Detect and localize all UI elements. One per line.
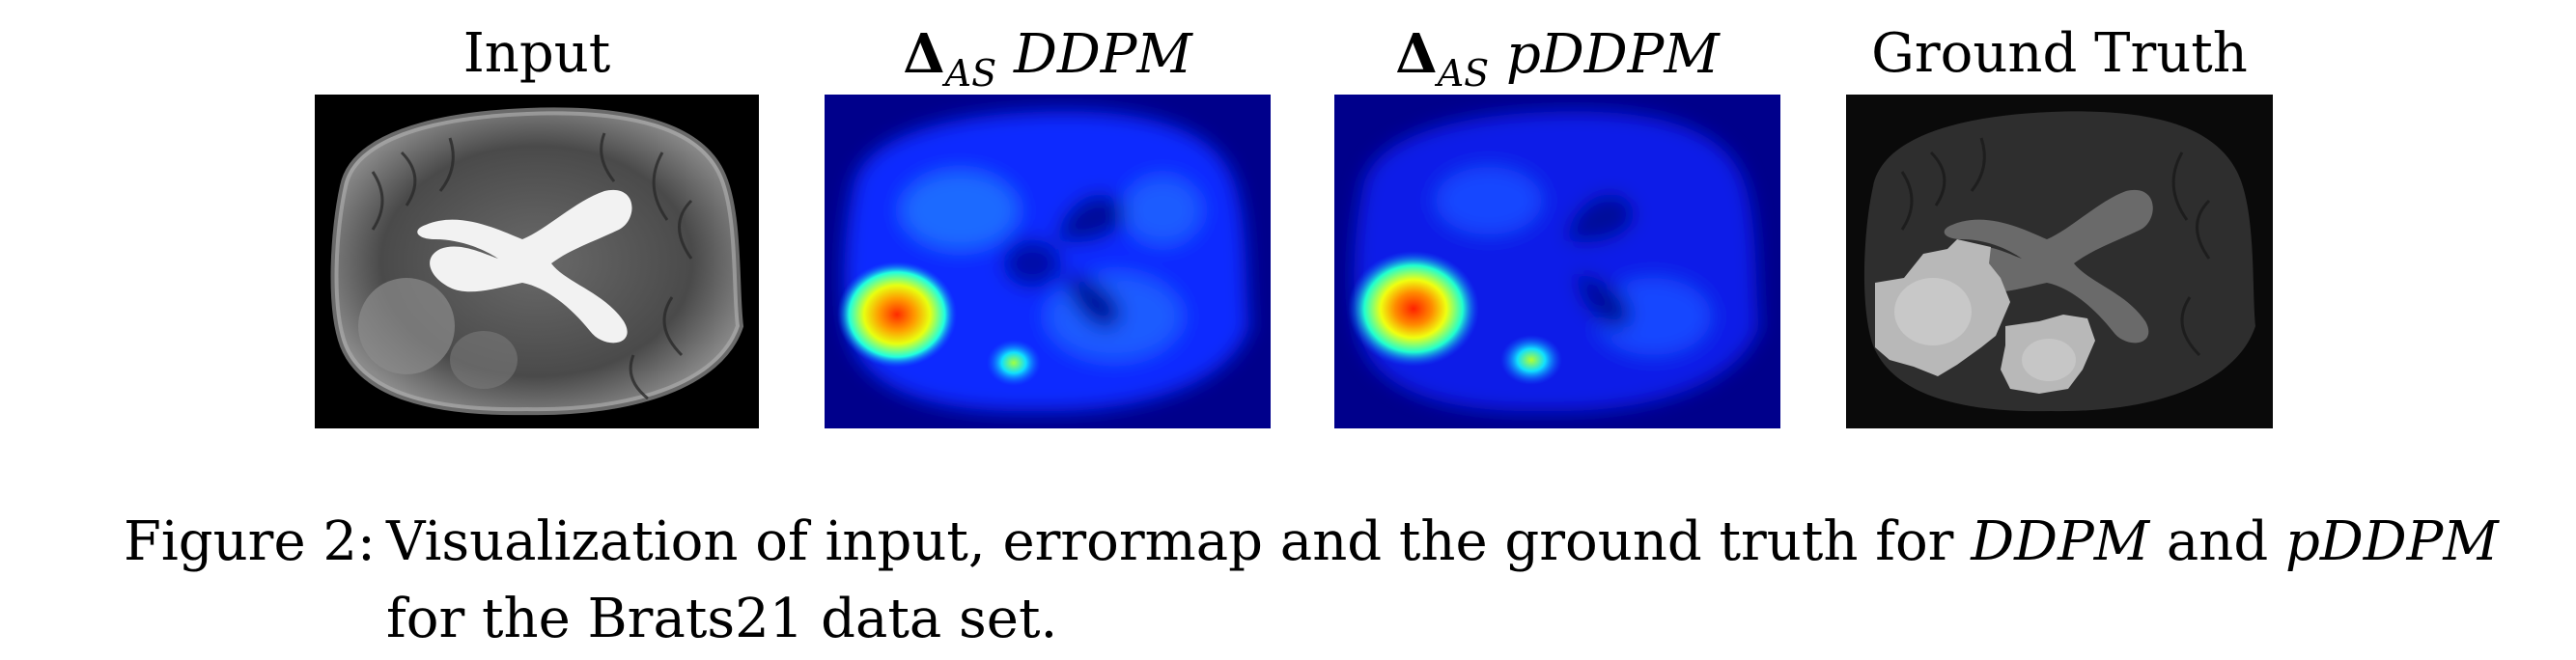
caption-model-ddpm: DDPM bbox=[1971, 510, 2150, 573]
caption-text-part-1: Visualization of input, errormap and the… bbox=[386, 510, 1954, 573]
caption-text: Visualization of input, errormap and the… bbox=[386, 504, 2576, 658]
model-name: pDDPM bbox=[1506, 23, 1720, 86]
errormap-pddpm-image bbox=[1334, 95, 1780, 428]
ground-truth-image bbox=[1846, 95, 2273, 428]
delta-symbol: Δ bbox=[903, 22, 945, 86]
model-name: DDPM bbox=[1013, 23, 1192, 86]
caption-model-pddpm: pDDPM bbox=[2285, 510, 2499, 573]
figure-label: Figure 2: bbox=[124, 510, 376, 573]
caption-text-part-2: and bbox=[2166, 510, 2269, 573]
panel-title-ground-truth: Ground Truth bbox=[1871, 22, 2248, 85]
delta-symbol: Δ bbox=[1395, 22, 1438, 86]
panel-title-input: Input bbox=[462, 22, 611, 85]
caption-text-part-3: for the Brats21 data set. bbox=[386, 588, 1058, 650]
input-mri-image bbox=[315, 95, 759, 428]
delta-subscript: AS bbox=[1437, 52, 1490, 95]
errormap-ddpm-image bbox=[825, 95, 1271, 428]
panel-title-pddpm: ΔAS pDDPM bbox=[1334, 17, 1780, 96]
delta-subscript: AS bbox=[944, 52, 997, 95]
panel-title-ddpm: ΔAS DDPM bbox=[825, 17, 1271, 96]
